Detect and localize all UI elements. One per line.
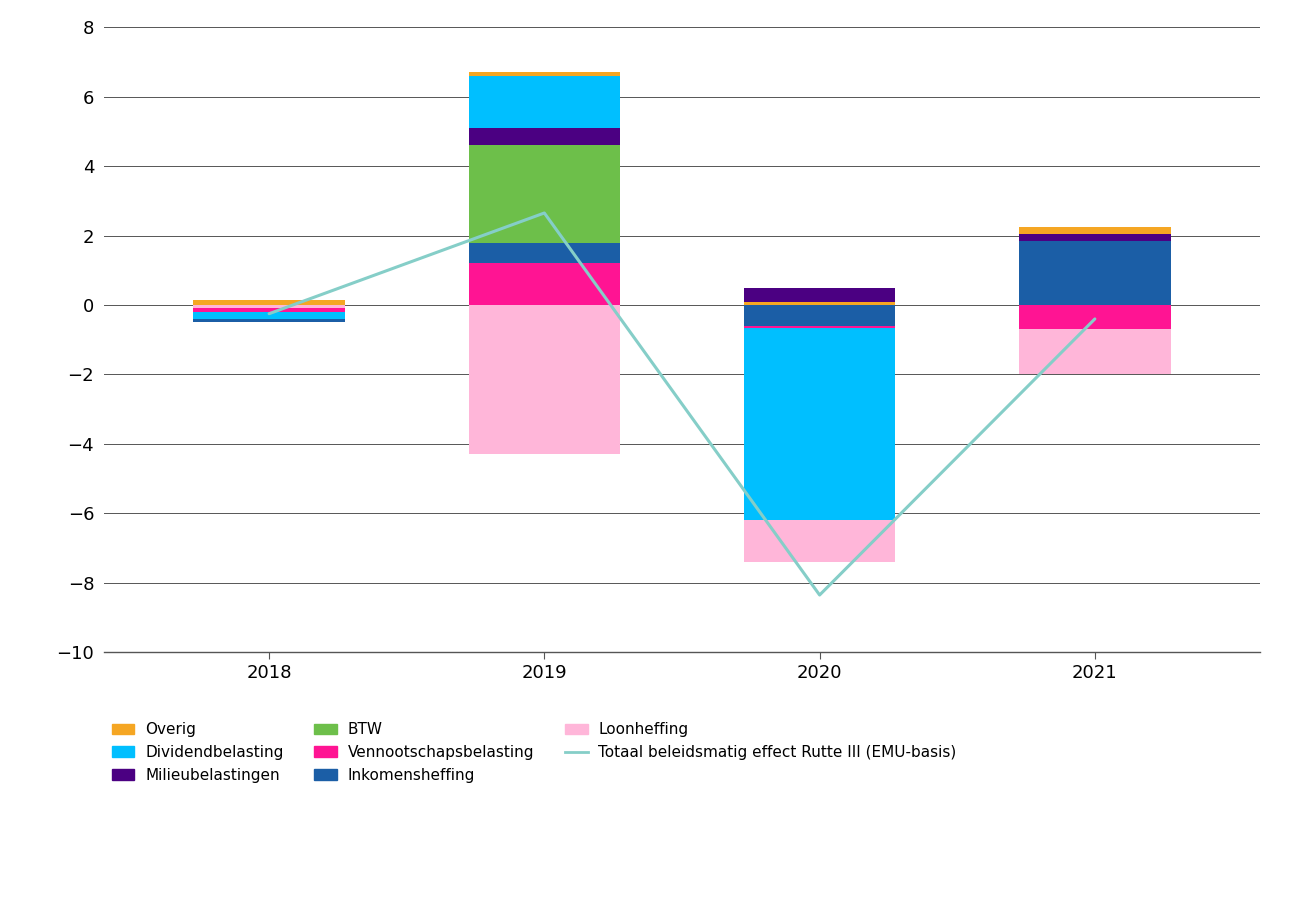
Bar xyxy=(744,302,895,305)
Bar xyxy=(469,128,620,145)
Bar xyxy=(1020,305,1170,330)
Bar xyxy=(1020,241,1170,305)
Bar xyxy=(469,145,620,243)
Bar xyxy=(194,319,344,323)
Bar xyxy=(1020,226,1170,234)
Legend: Overig, Dividendbelasting, Milieubelastingen, BTW, Vennootschapsbelasting, Inkom: Overig, Dividendbelasting, Milieubelasti… xyxy=(112,722,956,783)
Bar xyxy=(744,305,895,326)
Bar xyxy=(194,305,344,308)
Bar xyxy=(194,308,344,312)
Bar xyxy=(194,300,344,305)
Bar xyxy=(1020,330,1170,374)
Bar xyxy=(744,520,895,562)
Bar xyxy=(194,312,344,319)
Bar xyxy=(744,288,895,302)
Bar xyxy=(469,243,620,264)
Bar xyxy=(469,305,620,454)
Bar xyxy=(469,72,620,76)
Bar xyxy=(1020,234,1170,241)
Bar xyxy=(469,76,620,128)
Bar xyxy=(469,264,620,305)
Bar xyxy=(744,326,895,328)
Bar xyxy=(744,328,895,520)
